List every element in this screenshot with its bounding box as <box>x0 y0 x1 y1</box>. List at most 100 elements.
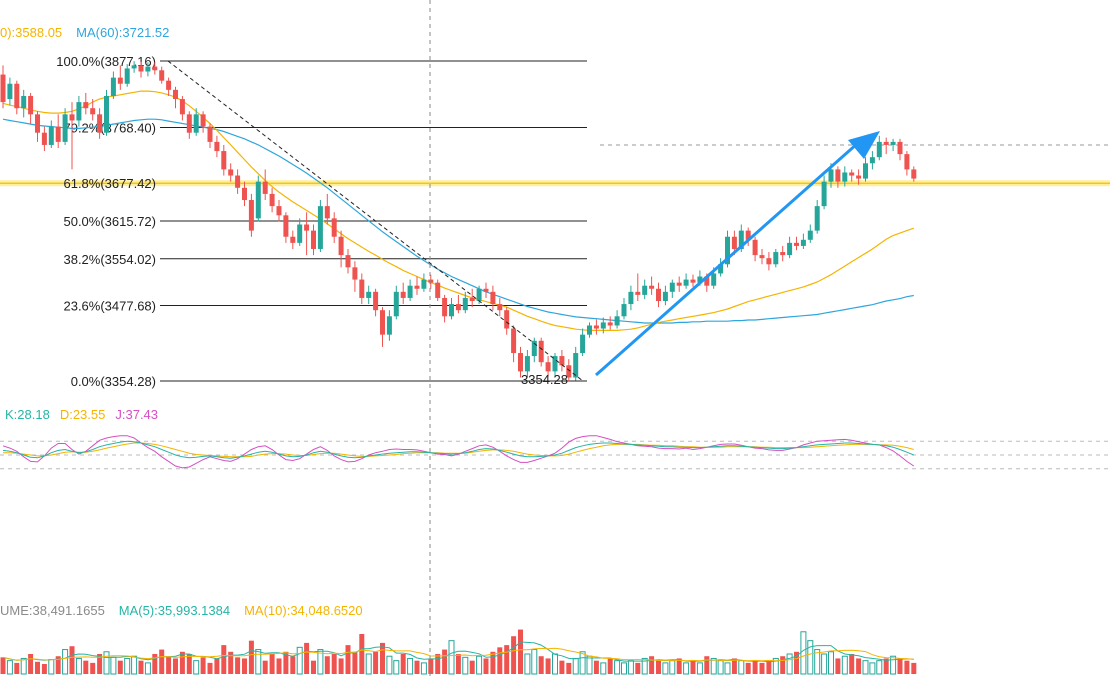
candle-body <box>842 172 848 182</box>
volume-bar <box>856 658 862 674</box>
volume-bar <box>649 656 655 674</box>
volume-bar <box>359 634 365 674</box>
volume-bar <box>869 662 876 675</box>
candle-body <box>683 279 689 286</box>
kdj-k-line <box>2 440 914 459</box>
volume-bar <box>352 651 358 674</box>
volume-bar <box>62 649 69 675</box>
candle-body <box>669 282 675 292</box>
volume-bar <box>614 660 621 675</box>
volume-bar <box>159 649 165 674</box>
volume-bar <box>566 662 572 674</box>
ma30-legend: 0):3588.05 <box>0 25 63 40</box>
candle-body <box>883 141 889 145</box>
volume-bar <box>772 657 779 675</box>
volume-bar <box>821 653 828 675</box>
volume-bar <box>490 651 496 674</box>
volume-bar <box>579 651 586 675</box>
candle-body <box>304 224 310 231</box>
candle-body <box>904 154 910 170</box>
candle-body <box>14 83 20 109</box>
candle-body <box>90 108 96 115</box>
volume-bar <box>186 654 192 674</box>
candle-body <box>145 66 151 72</box>
candle-body <box>835 169 841 182</box>
candle-body <box>290 236 296 243</box>
volume-bar <box>35 661 40 674</box>
candle-body <box>794 242 799 246</box>
candle-body <box>242 187 247 201</box>
candle-body <box>48 126 54 145</box>
candle-body <box>407 285 413 298</box>
volume-bar <box>248 640 254 674</box>
volume-bar <box>883 658 889 674</box>
candle-body <box>800 239 806 246</box>
candle-body <box>711 273 717 286</box>
fib-label-2: 61.8%(3677.42) <box>63 176 156 191</box>
volume-bar <box>75 657 82 675</box>
candle-body <box>511 328 517 354</box>
ma60-legend: MA(60):3721.52 <box>76 25 170 40</box>
volume-ma5-legend: MA(5):35,993.1384 <box>118 603 231 618</box>
candle-body <box>718 264 724 274</box>
volume-ma10-line <box>2 647 914 662</box>
volume-bar <box>897 658 903 674</box>
volume-bar <box>20 657 27 675</box>
volume-bar <box>911 662 917 674</box>
fib-label-4: 38.2%(3554.02) <box>63 252 156 267</box>
volume-bar <box>242 658 247 674</box>
fib-trend-line <box>167 60 584 382</box>
candle-body <box>214 141 220 152</box>
candle-body <box>193 114 199 133</box>
candle-body <box>124 68 130 84</box>
candle-body <box>752 239 758 256</box>
candle-body <box>731 236 737 249</box>
volume-bar <box>393 660 400 675</box>
volume-bar <box>745 662 751 674</box>
annotations: 3354.28 <box>167 60 880 387</box>
kdj-legend: K:28.18 D:23.55 J:37.43 <box>5 407 172 422</box>
volume-bar <box>200 657 206 674</box>
volume-bar <box>455 654 461 674</box>
volume-bar <box>835 658 841 674</box>
volume-bar <box>179 651 185 674</box>
candle-body <box>780 252 786 256</box>
candle-body <box>580 334 586 354</box>
kdj-j-line <box>2 435 915 469</box>
candle-body <box>338 236 344 256</box>
candle-body <box>373 291 379 311</box>
volume-bar <box>173 658 178 674</box>
candle-body <box>21 95 27 109</box>
candle-body <box>359 279 365 298</box>
candle-body <box>828 169 834 182</box>
candle-body <box>766 258 772 265</box>
volume-bar <box>166 656 172 674</box>
volume-bar <box>428 658 434 674</box>
candle-body <box>621 304 627 317</box>
candle-body <box>649 285 655 289</box>
candle-body <box>62 114 68 142</box>
volume-bar <box>262 660 268 674</box>
fib-label-6: 0.0%(3354.28) <box>71 374 156 389</box>
volume-bar <box>48 659 55 675</box>
volume-bar <box>518 629 523 674</box>
volume-bar <box>6 660 13 675</box>
candle-body <box>490 291 496 305</box>
volume-bar <box>193 660 200 675</box>
volume-bar <box>841 655 848 675</box>
kdj-indicator <box>0 435 1110 470</box>
candle-body <box>697 276 703 283</box>
volume-bar <box>304 642 310 674</box>
candle-body <box>566 365 572 378</box>
candle-body <box>324 206 330 219</box>
candle-body <box>890 141 896 145</box>
volume-bar <box>41 664 47 674</box>
candle-body <box>504 310 510 329</box>
volume-bar <box>90 662 96 674</box>
volume-bar <box>138 660 144 674</box>
fib-label-5: 23.6%(3477.68) <box>63 298 156 313</box>
volume-bar <box>876 660 883 675</box>
volume-bar <box>627 660 634 675</box>
volume-value-legend: UME:38,491.1655 <box>0 603 105 618</box>
